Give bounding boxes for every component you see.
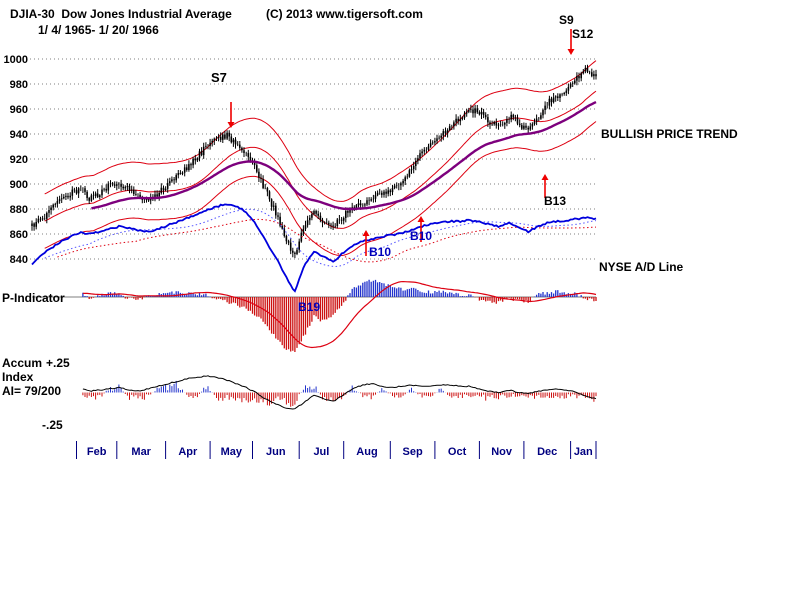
ad-line-red-dotted <box>57 218 597 263</box>
price-axis-label: 980 <box>10 79 28 91</box>
price-axis-label: 860 <box>10 229 28 241</box>
month-label: Jun <box>266 446 286 458</box>
signal-arrow-head <box>227 122 235 128</box>
candle-bodies <box>31 67 597 254</box>
upper-band-line <box>44 60 597 202</box>
signal-s7: S7 <box>211 70 227 85</box>
accum-label: Accum <box>2 356 43 370</box>
price-axis-label: 940 <box>10 129 28 141</box>
chart-date-range: 1/ 4/ 1965- 1/ 20/ 1966 <box>38 23 159 37</box>
price-axis-label: 880 <box>10 204 28 216</box>
p-indicator-signal-line <box>82 280 597 349</box>
signal-s9: S9 <box>559 13 574 27</box>
signal-b13: B13 <box>544 194 567 208</box>
accum-bars-negative <box>82 392 597 407</box>
signal-b10-first: B10 <box>369 245 392 259</box>
nyse-ad-line-label: NYSE A/D Line <box>599 260 684 274</box>
signal-arrow-head <box>417 216 425 222</box>
accum-bars-positive <box>105 380 444 393</box>
month-label: Oct <box>448 446 467 458</box>
month-label: May <box>221 446 243 458</box>
month-label: Sep <box>403 446 423 458</box>
month-label: Jan <box>574 446 593 458</box>
month-label: Aug <box>356 446 377 458</box>
price-axis-label: 1000 <box>4 54 28 66</box>
month-label: Mar <box>131 446 151 458</box>
signal-arrow-head <box>567 49 575 55</box>
price-axis-label: 900 <box>10 179 28 191</box>
minus-25-label: -.25 <box>42 418 63 432</box>
month-label: Jul <box>313 446 329 458</box>
copyright-text: (C) 2013 www.tigersoft.com <box>266 7 423 21</box>
signal-b10-second: B10 <box>410 229 433 243</box>
lower-band-line <box>44 121 597 257</box>
signal-arrow-head <box>541 174 549 180</box>
p-indicator-label: P-Indicator <box>2 291 65 305</box>
candle-wicks <box>31 64 597 259</box>
mid-band-line <box>44 90 597 229</box>
price-axis-label: 960 <box>10 104 28 116</box>
price-axis-label: 840 <box>10 254 28 266</box>
month-label: Dec <box>537 446 557 458</box>
plus-25-label: +.25 <box>46 356 70 370</box>
signal-b19: B19 <box>298 300 321 314</box>
month-label: Apr <box>178 446 198 458</box>
p-indicator-bars-positive <box>82 279 582 297</box>
chart-title: DJIA-30 Dow Jones Industrial Average <box>10 7 232 21</box>
index-label: Index <box>2 370 34 384</box>
signal-arrow-head <box>362 230 370 236</box>
accum-index-line <box>82 375 597 410</box>
nyse-ad-line <box>31 203 597 293</box>
month-label: Nov <box>491 446 513 458</box>
bullish-trend-label: BULLISH PRICE TREND <box>601 127 738 141</box>
bullish-trend-line <box>91 101 597 211</box>
signal-s12: S12 <box>572 27 594 41</box>
price-axis-label: 920 <box>10 154 28 166</box>
month-label: Feb <box>87 446 107 458</box>
ai-value-label: AI= 79/200 <box>2 384 62 398</box>
p-indicator-bars-negative <box>88 297 597 352</box>
